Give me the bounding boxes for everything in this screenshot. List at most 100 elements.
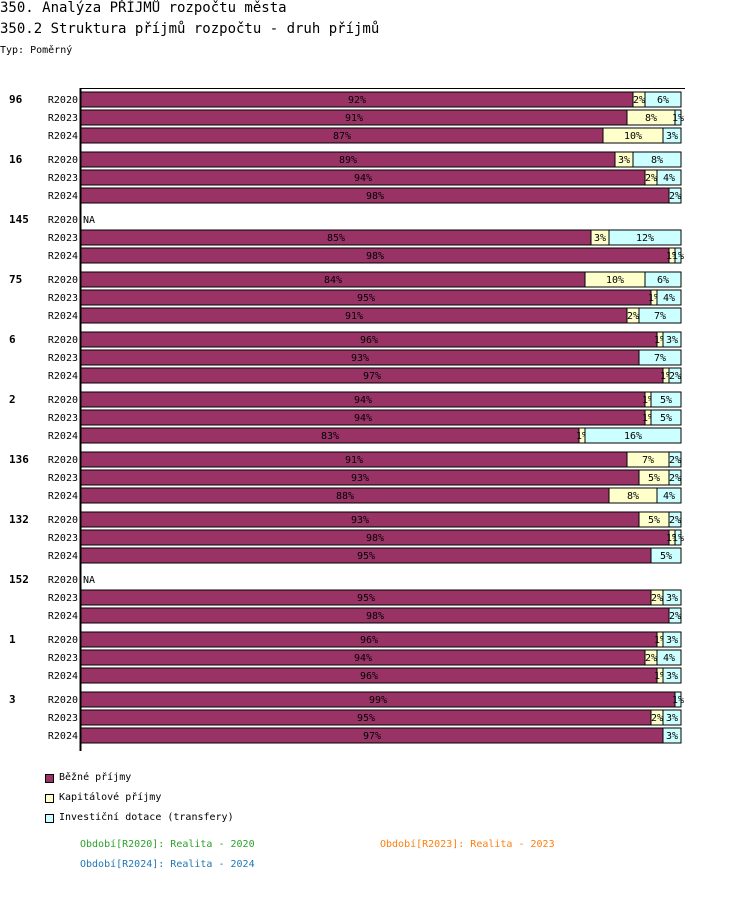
period-label: R2023 bbox=[48, 173, 78, 184]
bar-value-label: 12% bbox=[636, 233, 654, 244]
bar-value-label: 8% bbox=[651, 155, 663, 166]
bar-value-label: 2% bbox=[669, 515, 681, 526]
period-label: R2024 bbox=[48, 551, 78, 562]
bar-value-label: 3% bbox=[666, 335, 678, 346]
period-label: R2020 bbox=[48, 155, 78, 166]
bar-value-label: 95% bbox=[357, 593, 375, 604]
bar-value-label: 2% bbox=[645, 173, 657, 184]
bar-value-label: 94% bbox=[354, 653, 372, 664]
bar-value-label: 1% bbox=[654, 335, 666, 346]
chart-type-label: Typ: Poměrný bbox=[0, 45, 73, 56]
group-label: 136 bbox=[9, 453, 29, 466]
bar-value-label: 88% bbox=[336, 491, 354, 502]
bar-segment-investicni bbox=[674, 529, 682, 546]
period-r2023: Období[R2023]: Realita - 2023 bbox=[380, 839, 555, 850]
bar-value-label: 8% bbox=[645, 113, 657, 124]
bar-segment-investicni bbox=[656, 289, 682, 306]
bar-value-label: 1% bbox=[654, 635, 666, 646]
bar-segment-investicni bbox=[668, 187, 682, 204]
bar-value-label: 95% bbox=[357, 713, 375, 724]
period-label: R2023 bbox=[48, 413, 78, 424]
bar-value-label: 98% bbox=[366, 191, 384, 202]
period-label: R2020 bbox=[48, 335, 78, 346]
period-r2024: Období[R2024]: Realita - 2024 bbox=[80, 859, 255, 870]
bar-value-label: 1% bbox=[672, 251, 684, 262]
bar-value-label: 98% bbox=[366, 533, 384, 544]
bar-segment-investicni bbox=[674, 691, 682, 708]
period-label: R2020 bbox=[48, 575, 78, 586]
period-label: R2023 bbox=[48, 353, 78, 364]
bar-segment-investicni bbox=[662, 331, 682, 348]
page-title: 350. Analýza PŘÍJMŮ rozpočtu města bbox=[0, 0, 287, 16]
legend-swatch-investicni bbox=[45, 814, 54, 823]
group-label: 96 bbox=[9, 93, 23, 106]
bar-value-label: 98% bbox=[366, 251, 384, 262]
bar-value-label: 91% bbox=[345, 113, 363, 124]
bar-value-label: 1% bbox=[660, 371, 672, 382]
bar-segment-investicni bbox=[668, 367, 682, 384]
bar-value-label: 1% bbox=[648, 293, 660, 304]
bar-value-label: 4% bbox=[663, 653, 675, 664]
bar-segment-investicni bbox=[668, 511, 682, 528]
group-label: 2 bbox=[9, 393, 16, 406]
bar-segment-investicni bbox=[668, 469, 682, 486]
period-label: R2020 bbox=[48, 95, 78, 106]
bar-value-label: 4% bbox=[663, 173, 675, 184]
bar-segment-investicni bbox=[650, 547, 682, 564]
bar-value-label: 3% bbox=[666, 731, 678, 742]
group-label: 3 bbox=[9, 693, 16, 706]
period-label: R2020 bbox=[48, 275, 78, 286]
bar-value-label: 2% bbox=[651, 593, 663, 604]
bar-segment-investicni bbox=[662, 589, 682, 606]
bar-segment-investicni bbox=[656, 487, 682, 504]
bar-value-label: 10% bbox=[606, 275, 624, 286]
bar-segment-investicni bbox=[650, 391, 682, 408]
bar-value-label: 97% bbox=[363, 731, 381, 742]
period-label: R2024 bbox=[48, 491, 78, 502]
period-label: R2023 bbox=[48, 593, 78, 604]
bar-segment-investicni bbox=[584, 427, 682, 444]
stacked-bar-chart: 96 R2020 92% 2% 6%R2023 91% 8% 1%R2024 87% 10% 3%1… bbox=[9, 88, 685, 751]
group-label: 132 bbox=[9, 513, 29, 526]
group-label: 16 bbox=[9, 153, 23, 166]
bar-value-label: 1% bbox=[672, 533, 684, 544]
bar-value-label: 1% bbox=[672, 113, 684, 124]
bar-value-label: 7% bbox=[654, 353, 666, 364]
bar-value-label: 1% bbox=[666, 533, 678, 544]
group-label: 75 bbox=[9, 273, 22, 286]
bar-value-label: 3% bbox=[666, 635, 678, 646]
bar-segment-investicni bbox=[662, 727, 682, 744]
bar-value-label: 99% bbox=[369, 695, 387, 706]
bar-segment-investicni bbox=[668, 607, 682, 624]
legend-label-investicni: Investiční dotace (transfery) bbox=[59, 812, 234, 823]
period-label: R2024 bbox=[48, 671, 78, 682]
period-label: R2024 bbox=[48, 731, 78, 742]
bar-value-label: 1% bbox=[642, 413, 654, 424]
bar-segment-investicni bbox=[656, 169, 682, 186]
bar-value-label: 2% bbox=[627, 311, 639, 322]
bar-value-label: 97% bbox=[363, 371, 381, 382]
period-label: R2023 bbox=[48, 113, 78, 124]
period-label: R2020 bbox=[48, 515, 78, 526]
period-label: R2024 bbox=[48, 311, 78, 322]
bar-value-label: 96% bbox=[360, 335, 378, 346]
bar-value-label: 1% bbox=[642, 395, 654, 406]
period-label: R2020 bbox=[48, 215, 78, 226]
bar-value-label: 7% bbox=[642, 455, 654, 466]
bar-value-label: 2% bbox=[669, 611, 681, 622]
bar-segment-investicni bbox=[662, 709, 682, 726]
group-label: 1 bbox=[9, 633, 16, 646]
bar-value-label: 96% bbox=[360, 635, 378, 646]
bar-segment-investicni bbox=[674, 109, 682, 126]
bar-segment-investicni bbox=[638, 307, 682, 324]
period-label: R2023 bbox=[48, 233, 78, 244]
na-label: NA bbox=[83, 575, 95, 586]
bar-value-label: 16% bbox=[624, 431, 642, 442]
period-label: R2023 bbox=[48, 473, 78, 484]
bar-value-label: 94% bbox=[354, 173, 372, 184]
bar-value-label: 3% bbox=[666, 593, 678, 604]
bar-value-label: 5% bbox=[660, 413, 672, 424]
group-label: 6 bbox=[9, 333, 16, 346]
bar-value-label: 2% bbox=[645, 653, 657, 664]
bar-value-label: 4% bbox=[663, 491, 675, 502]
